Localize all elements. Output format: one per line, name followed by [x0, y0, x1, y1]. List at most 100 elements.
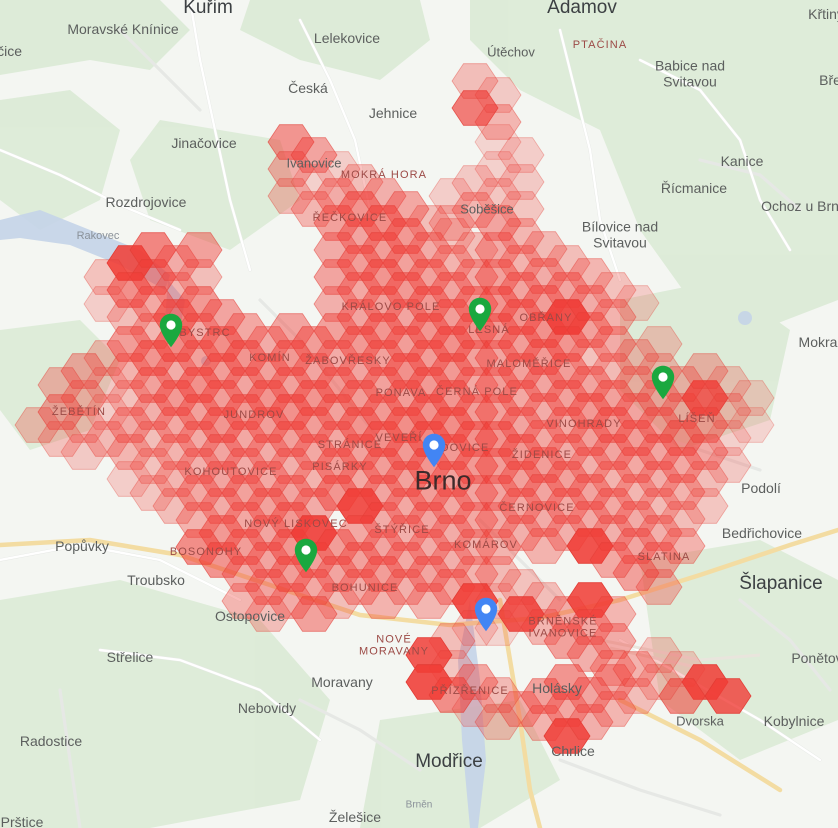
heatmap-hexagon[interactable] [543, 664, 591, 700]
heatmap-hexagon[interactable] [221, 421, 269, 457]
pin-novy-liskovec[interactable] [294, 538, 318, 573]
heatmap-hexagon[interactable] [152, 407, 200, 443]
heatmap-hexagon[interactable] [451, 192, 499, 228]
heatmap-hexagon[interactable] [635, 461, 683, 497]
heatmap-hexagon[interactable] [497, 515, 545, 551]
heatmap-hexagon[interactable] [267, 340, 315, 376]
heatmap-hexagon[interactable] [589, 272, 637, 308]
heatmap-hexagon[interactable] [612, 339, 660, 375]
heatmap-hexagon[interactable] [589, 596, 637, 632]
heatmap-hexagon[interactable] [451, 165, 499, 201]
heatmap-hexagon[interactable] [589, 691, 637, 727]
heatmap-hexagon[interactable] [497, 191, 545, 227]
heatmap-hexagon[interactable] [543, 326, 591, 362]
heatmap-hexagon[interactable] [681, 407, 729, 443]
heatmap-hexagon[interactable] [658, 528, 706, 564]
heatmap-hexagon[interactable] [359, 475, 407, 511]
heatmap-hexagon[interactable] [175, 232, 223, 268]
heatmap-hexagon[interactable] [60, 407, 108, 443]
heatmap-hexagon[interactable] [244, 596, 292, 632]
heatmap-hexagon[interactable] [405, 475, 453, 511]
heatmap-hexagon[interactable] [727, 407, 775, 443]
heatmap-hexagon[interactable] [129, 475, 177, 511]
heatmap-hexagon[interactable] [451, 63, 499, 99]
heatmap-hexagon[interactable] [635, 637, 683, 673]
heatmap-hexagon[interactable] [37, 367, 85, 403]
heatmap-hexagon[interactable] [566, 339, 614, 375]
heatmap-hexagon[interactable] [474, 104, 522, 140]
heatmap-hexagon[interactable] [520, 366, 568, 402]
heatmap-hexagon[interactable] [520, 609, 568, 645]
heatmap-hexagon[interactable] [37, 421, 85, 457]
heatmap-hexagon[interactable] [106, 434, 154, 470]
heatmap-hexagon[interactable] [152, 245, 200, 281]
pin-lisen[interactable] [651, 365, 675, 400]
heatmap-hexagon[interactable] [566, 582, 614, 618]
heatmap-hexagon[interactable] [566, 609, 614, 645]
heatmap-hexagon[interactable] [129, 421, 177, 457]
heatmap-hexagon[interactable] [520, 258, 568, 294]
heatmap-hexagon[interactable] [313, 151, 361, 187]
heatmap-hexagon[interactable] [359, 556, 407, 592]
heatmap-hexagon[interactable] [175, 367, 223, 403]
pin-brnenske-ivanovice[interactable] [474, 597, 498, 632]
heatmap-hexagon[interactable] [428, 515, 476, 551]
heatmap-hexagon[interactable] [635, 569, 683, 605]
heatmap-hexagon[interactable] [428, 488, 476, 524]
heatmap-hexagon[interactable] [612, 678, 660, 714]
heatmap-hexagon[interactable] [428, 677, 476, 713]
heatmap-hexagon[interactable] [612, 501, 660, 537]
heatmap-hexagon[interactable] [497, 218, 545, 254]
heatmap-hexagon[interactable] [566, 312, 614, 348]
heatmap-hexagon[interactable] [681, 488, 729, 524]
heatmap-hexagon[interactable] [589, 623, 637, 659]
heatmap-hexagon[interactable] [612, 285, 660, 321]
heatmap-hexagon[interactable] [198, 461, 246, 497]
heatmap-hexagon[interactable] [681, 434, 729, 470]
heatmap-hexagon[interactable] [566, 636, 614, 672]
heatmap-hexagon[interactable] [428, 205, 476, 241]
heatmap-hexagon[interactable] [474, 502, 522, 538]
heatmap-hexagon[interactable] [152, 434, 200, 470]
heatmap-hexagon[interactable] [474, 232, 522, 268]
heatmap-hexagon[interactable] [267, 151, 315, 187]
heatmap-hexagon[interactable] [221, 556, 269, 592]
heatmap-hexagon[interactable] [589, 542, 637, 578]
heatmap-hexagon[interactable] [474, 77, 522, 113]
heatmap-hexagon[interactable] [267, 178, 315, 214]
heatmap-hexagon[interactable] [382, 218, 430, 254]
heatmap-hexagon[interactable] [566, 474, 614, 510]
heatmap-hexagon[interactable] [474, 556, 522, 592]
pin-brno-center[interactable] [422, 433, 446, 468]
heatmap-hexagon[interactable] [290, 164, 338, 200]
heatmap-hexagon[interactable] [221, 583, 269, 619]
heatmap-hexagon[interactable] [474, 704, 522, 740]
heatmap-hexagon[interactable] [290, 326, 338, 362]
heatmap-hexagon[interactable] [681, 461, 729, 497]
pin-lesna[interactable] [468, 297, 492, 332]
heatmap-hexagon[interactable] [60, 380, 108, 416]
heatmap-hexagon[interactable] [543, 461, 591, 497]
heatmap-hexagon[interactable] [497, 691, 545, 727]
heatmap-hexagon[interactable] [106, 272, 154, 308]
heatmap-hexagon[interactable] [221, 340, 269, 376]
heatmap-hexagon[interactable] [290, 191, 338, 227]
heatmap-hexagon[interactable] [405, 205, 453, 241]
heatmap-hexagon[interactable] [635, 515, 683, 551]
heatmap-hexagon[interactable] [474, 124, 522, 160]
heatmap-hexagon[interactable] [520, 474, 568, 510]
heatmap-hexagon[interactable] [612, 420, 660, 456]
heatmap-hexagon[interactable] [566, 677, 614, 713]
heatmap-hexagon[interactable] [474, 205, 522, 241]
heatmap-hexagon[interactable] [198, 542, 246, 578]
heatmap-hexagon[interactable] [405, 556, 453, 592]
heatmap-hexagon[interactable] [290, 434, 338, 470]
heatmap-hexagon[interactable] [658, 501, 706, 537]
heatmap-hexagon[interactable] [106, 461, 154, 497]
heatmap-hexagon[interactable] [589, 407, 637, 443]
heatmap-hexagon[interactable] [520, 393, 568, 429]
heatmap-hexagon[interactable] [497, 164, 545, 200]
heatmap-hexagon[interactable] [129, 448, 177, 484]
heatmap-hexagon[interactable] [589, 488, 637, 524]
heatmap-hexagon[interactable] [106, 299, 154, 335]
